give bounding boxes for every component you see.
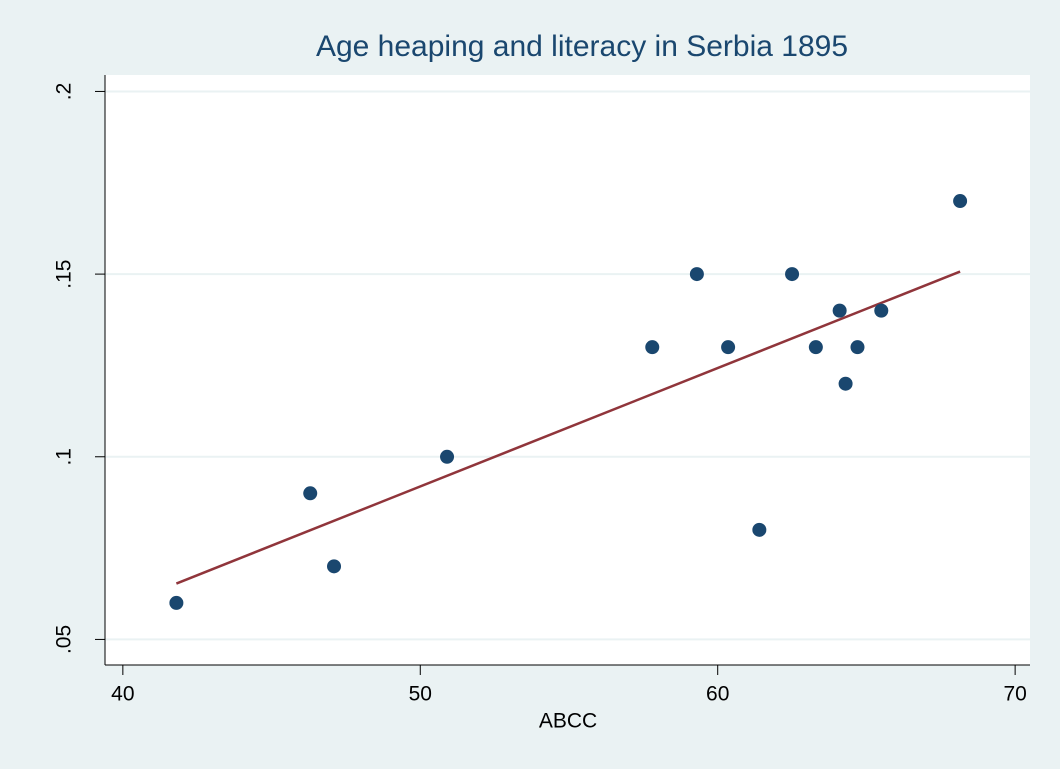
chart-title: Age heaping and literacy in Serbia 1895 [316, 30, 848, 63]
point [327, 559, 342, 574]
x-tick-label: 70 [1003, 683, 1026, 706]
point [808, 340, 823, 355]
point [721, 340, 736, 355]
point [850, 340, 865, 355]
x-tick-label: 50 [409, 683, 432, 706]
point [689, 267, 704, 282]
point [645, 340, 660, 355]
point [440, 449, 455, 464]
plot-area [105, 75, 1030, 665]
x-tick-label: 60 [706, 683, 729, 706]
point [303, 486, 318, 501]
x-axis-label: ABCC [539, 710, 597, 733]
y-tick-label: .05 [53, 625, 76, 654]
point [874, 303, 889, 318]
fit-line [175, 270, 961, 585]
x-tick-label: 40 [111, 683, 134, 706]
point [169, 595, 184, 610]
point [785, 267, 800, 282]
point [752, 522, 767, 537]
point [838, 376, 853, 391]
y-tick-label: .2 [53, 83, 76, 101]
y-tick-label: .15 [53, 260, 76, 289]
point [953, 194, 968, 209]
point [832, 303, 847, 318]
y-tick-label: .1 [53, 448, 76, 466]
